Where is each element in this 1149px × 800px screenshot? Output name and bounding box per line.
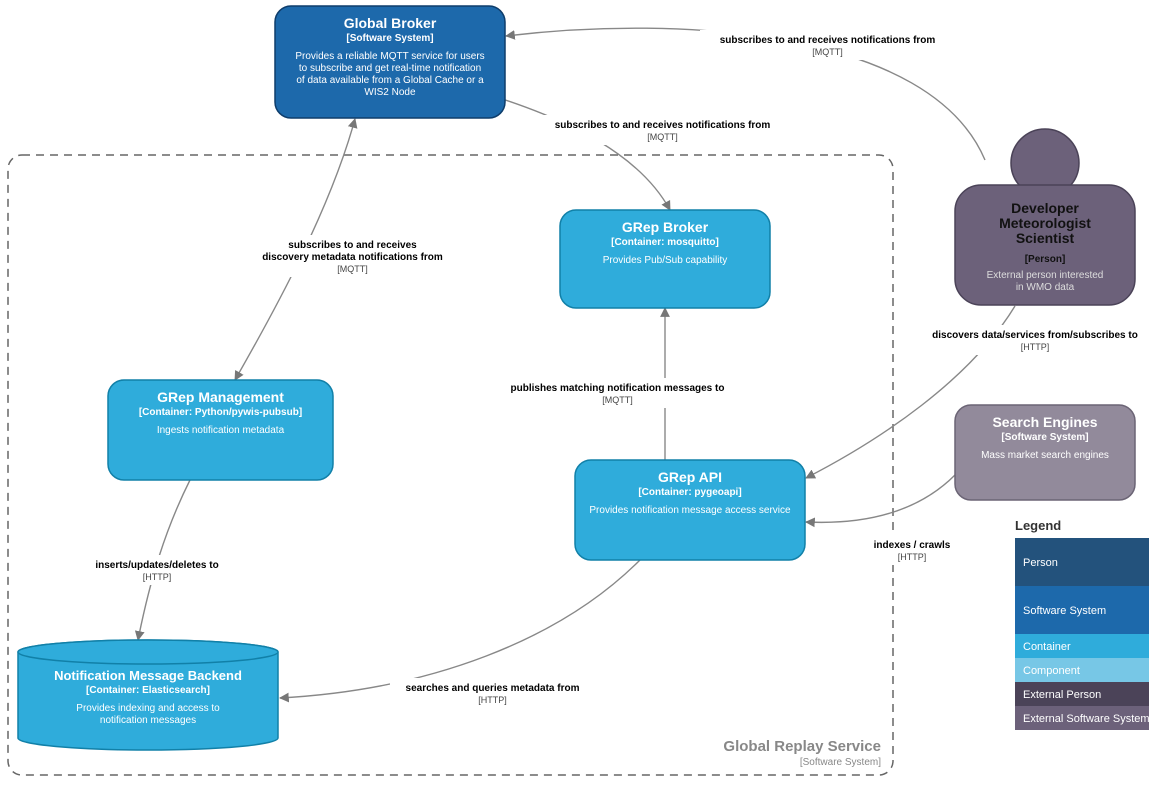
- legend-label-1: Software System: [1023, 605, 1106, 617]
- svg-text:[MQTT]: [MQTT]: [337, 264, 368, 274]
- svg-text:Mass market search engines: Mass market search engines: [981, 450, 1109, 461]
- node-grep_broker: GRep Broker [Container: mosquitto] Provide…: [560, 210, 770, 308]
- diagram-canvas: Global Replay Service [Software System] su…: [0, 0, 1149, 800]
- svg-text:[MQTT]: [MQTT]: [647, 132, 678, 142]
- svg-text:[Container: pygeoapi]: [Container: pygeoapi]: [638, 487, 741, 498]
- svg-text:[Software System]: [Software System]: [1001, 432, 1088, 443]
- svg-text:searches and queries metadata: searches and queries metadata from: [406, 683, 580, 694]
- svg-text:indexes / crawls: indexes / crawls: [874, 540, 951, 551]
- legend-label-5: External Software System: [1023, 713, 1149, 725]
- svg-text:[HTTP]: [HTTP]: [143, 572, 172, 582]
- svg-text:publishes matching notificatio: publishes matching notification messages…: [511, 383, 725, 394]
- node-person: DeveloperMeteorologistScientist[Person]E…: [955, 129, 1135, 305]
- svg-text:[Container: mosquitto]: [Container: mosquitto]: [611, 237, 719, 248]
- svg-text:[HTTP]: [HTTP]: [1021, 342, 1050, 352]
- svg-text:[Container: Python/pywis-pubsu: [Container: Python/pywis-pubsub]: [139, 407, 302, 418]
- node-grep_api: GRep API [Container: pygeoapi] Provides no…: [575, 460, 805, 560]
- node-grep_mgmt: GRep Management [Container: Python/pywis-…: [108, 380, 333, 480]
- node-global_broker: Global Broker[Software System]Provides a…: [275, 6, 505, 118]
- edge-e2: [490, 95, 670, 210]
- legend-label-0: Person: [1023, 557, 1058, 569]
- svg-text:Search Engines: Search Engines: [992, 414, 1097, 430]
- svg-text:discovers data/services from/s: discovers data/services from/subscribes …: [932, 330, 1138, 341]
- svg-text:Scientist: Scientist: [1016, 230, 1075, 246]
- svg-text:GRep Management: GRep Management: [157, 389, 284, 405]
- edge-e6: [806, 475, 955, 522]
- svg-text:Provides notification message: Provides notification message access ser…: [589, 505, 791, 516]
- svg-text:Provides Pub/Sub capability: Provides Pub/Sub capability: [603, 255, 728, 266]
- svg-text:Global Broker: Global Broker: [344, 15, 437, 31]
- edge-e8: [280, 560, 640, 698]
- svg-text:Notification Message Backend: Notification Message Backend: [54, 668, 242, 683]
- svg-text:inserts/updates/deletes to: inserts/updates/deletes to: [95, 560, 218, 571]
- svg-text:[HTTP]: [HTTP]: [478, 695, 507, 705]
- boundary-title: Global Replay Service: [723, 738, 881, 755]
- legend-label-2: Container: [1023, 641, 1071, 653]
- boundary-subtitle: [Software System]: [800, 757, 881, 768]
- svg-text:[MQTT]: [MQTT]: [812, 47, 843, 57]
- svg-text:[Container: Elasticsearch]: [Container: Elasticsearch]: [86, 685, 210, 696]
- legend-label-3: Component: [1023, 665, 1080, 677]
- svg-text:subscribes to and receives not: subscribes to and receives notifications…: [555, 120, 771, 131]
- node-search: Search Engines [Software System] Mass mark…: [955, 405, 1135, 500]
- svg-text:discovery metadata notificatio: discovery metadata notifications from: [262, 252, 443, 263]
- svg-text:subscribes to and receives not: subscribes to and receives notifications…: [720, 35, 936, 46]
- node-backend: Notification Message Backend [Container: …: [18, 640, 278, 750]
- svg-text:[Software System]: [Software System]: [346, 33, 433, 44]
- legend-title: Legend: [1015, 518, 1061, 533]
- svg-text:GRep API: GRep API: [658, 469, 722, 485]
- svg-text:subscribes to and receives: subscribes to and receives: [288, 240, 417, 251]
- svg-text:[Person]: [Person]: [1025, 254, 1066, 265]
- svg-text:GRep Broker: GRep Broker: [622, 219, 709, 235]
- legend-label-4: External Person: [1023, 689, 1101, 701]
- svg-text:[HTTP]: [HTTP]: [898, 552, 927, 562]
- svg-text:Ingests notification metadata: Ingests notification metadata: [157, 425, 285, 436]
- svg-text:Developer: Developer: [1011, 200, 1079, 216]
- svg-text:Meteorologist: Meteorologist: [999, 215, 1091, 231]
- svg-text:[MQTT]: [MQTT]: [602, 395, 633, 405]
